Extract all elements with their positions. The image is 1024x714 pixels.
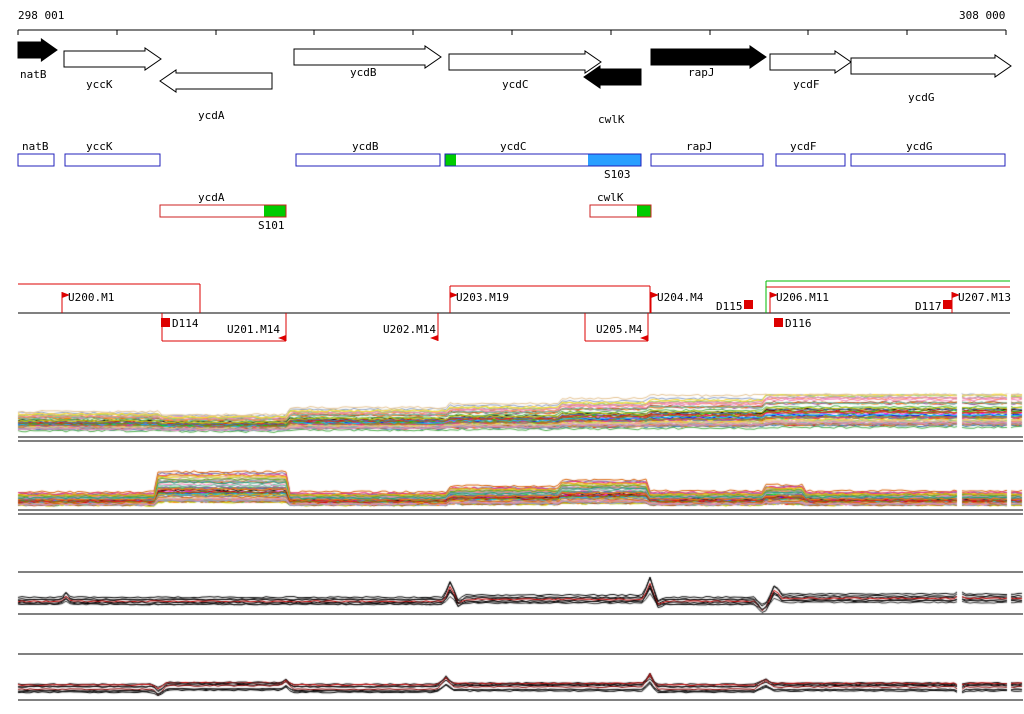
gene-arrow-label-cwlK: cwlK — [598, 113, 625, 126]
feature-box-label-cwlK: cwlK — [597, 191, 624, 204]
down-shift-label-D116: D116 — [785, 317, 812, 330]
gene-arrow-ycdF[interactable] — [769, 50, 852, 74]
up-shift-flag-U200.M1[interactable] — [62, 292, 70, 298]
gene-arrow-label-ycdA: ycdA — [198, 109, 225, 122]
gene-arrow-rapJ[interactable] — [650, 45, 767, 69]
gene-box-label-ycdC: ycdC — [500, 140, 527, 153]
shift-marker-label-U200.M1: U200.M1 — [68, 291, 114, 304]
up-shift-flag-U203.M19[interactable] — [450, 292, 458, 298]
up-shift-flag-U207.M13[interactable] — [952, 292, 960, 298]
gene-arrow-ycdB[interactable] — [293, 45, 442, 69]
down-shift-label-D114: D114 — [172, 317, 199, 330]
feature-box-segment-ycdA — [264, 205, 286, 217]
shift-marker-label-U206.M11: U206.M11 — [776, 291, 829, 304]
region-end-coordinate: 308 000 — [959, 9, 1006, 22]
segment-label-S103: S103 — [604, 168, 631, 181]
shift-marker-label-U202.M14: U202.M14 — [383, 323, 436, 336]
gene-arrow-ycdC[interactable] — [448, 50, 602, 74]
gene-box-label-natB: natB — [22, 140, 49, 153]
gene-arrow-label-ycdC: ycdC — [502, 78, 529, 91]
down-shift-square-D117[interactable] — [943, 300, 952, 309]
gene-box-yccK[interactable] — [64, 153, 161, 167]
gene-arrow-ycdA[interactable] — [159, 69, 273, 93]
shift-marker-label-U204.M4: U204.M4 — [657, 291, 704, 304]
down-shift-square-D116[interactable] — [774, 318, 783, 327]
gene-box-ycdG[interactable] — [850, 153, 1006, 167]
gene-box-label-yccK: yccK — [86, 140, 113, 153]
region-start-coordinate: 298 001 — [18, 9, 65, 22]
gene-arrow-label-natB: natB — [20, 68, 47, 81]
gene-box-label-ycdF: ycdF — [790, 140, 817, 153]
gene-box-label-ycdB: ycdB — [352, 140, 379, 153]
gene-arrow-label-yccK: yccK — [86, 78, 113, 91]
gene-arrow-ycdG[interactable] — [850, 54, 1012, 78]
up-shift-flag-U206.M11[interactable] — [770, 292, 778, 298]
gene-arrow-cwlK[interactable] — [583, 65, 642, 89]
gene-box-ycdB[interactable] — [295, 153, 441, 167]
down-shift-label-D117: D117 — [915, 300, 942, 313]
gene-box-natB[interactable] — [17, 153, 55, 167]
gene-arrow-natB[interactable] — [17, 38, 58, 62]
gene-box-ycdF[interactable] — [775, 153, 846, 167]
feature-box-label-ycdA: ycdA — [198, 191, 225, 204]
feature-box-segment-cwlK — [637, 205, 651, 217]
down-shift-square-D115[interactable] — [744, 300, 753, 309]
gene-box-label-rapJ: rapJ — [686, 140, 713, 153]
down-shift-square-D114[interactable] — [161, 318, 170, 327]
up-shift-flag-U204.M4[interactable] — [651, 292, 659, 298]
gene-box-label-ycdG: ycdG — [906, 140, 933, 153]
shift-marker-label-U205.M4: U205.M4 — [596, 323, 643, 336]
minus-strand-flag-U201.M14[interactable] — [278, 335, 286, 341]
feature-box-ycdA[interactable] — [159, 204, 287, 218]
minus-strand-flag-U205.M4[interactable] — [640, 335, 648, 341]
segment-label-S101: S101 — [258, 219, 285, 232]
shift-marker-label-U207.M13: U207.M13 — [958, 291, 1011, 304]
gene-arrow-label-ycdB: ycdB — [350, 66, 377, 79]
gene-box-rapJ[interactable] — [650, 153, 764, 167]
gene-box-segment-ycdC — [588, 154, 641, 166]
down-shift-label-D115: D115 — [716, 300, 743, 313]
feature-box-cwlK[interactable] — [589, 204, 652, 218]
shift-marker-label-U201.M14: U201.M14 — [227, 323, 280, 336]
gene-box-segment-ycdC — [445, 154, 456, 166]
shift-marker-label-U203.M19: U203.M19 — [456, 291, 509, 304]
minus-strand-flag-U202.M14[interactable] — [430, 335, 438, 341]
gene-box-ycdC[interactable] — [444, 153, 642, 167]
gene-arrow-yccK[interactable] — [63, 47, 162, 71]
gene-arrow-label-ycdG: ycdG — [908, 91, 935, 104]
gene-arrow-label-ycdF: ycdF — [793, 78, 820, 91]
gene-arrow-label-rapJ: rapJ — [688, 66, 715, 79]
